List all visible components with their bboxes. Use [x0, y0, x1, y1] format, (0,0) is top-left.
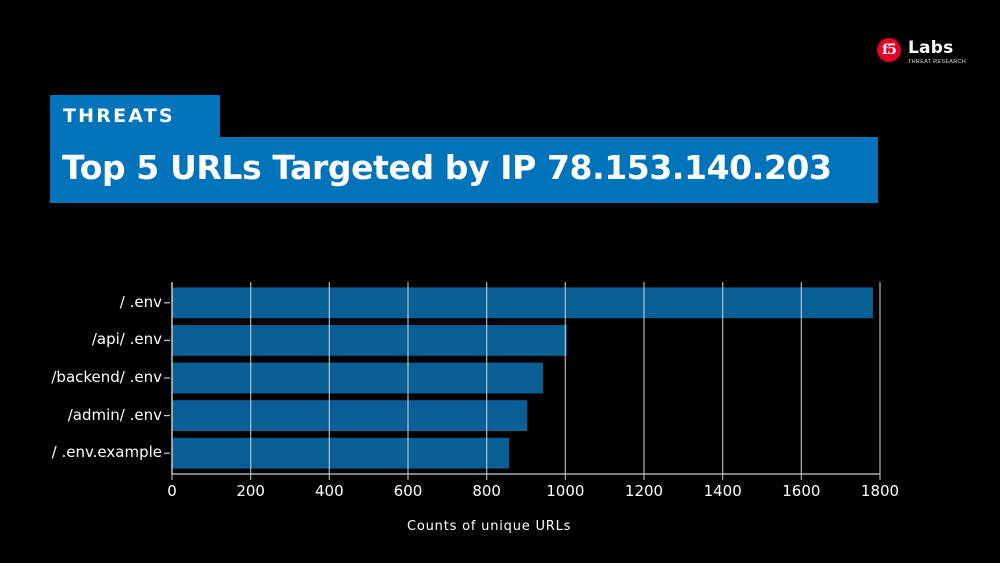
x-tick-label: 600	[393, 482, 423, 500]
logo-wordmark: Labs	[908, 38, 954, 58]
y-axis-label: / .env.example	[51, 443, 162, 462]
f5-labs-logo: f5 Labs THREAT RESEARCH	[877, 38, 966, 65]
x-tick-label: 1600	[782, 482, 821, 500]
y-axis-label: /admin/ .env	[67, 405, 162, 424]
category-tag: THREATS	[50, 95, 220, 138]
y-axis-label: /backend/ .env	[51, 368, 162, 386]
chart-title: Top 5 URLs Targeted by IP 78.153.140.203	[62, 148, 832, 187]
bar-4	[172, 437, 510, 469]
bar-2	[172, 362, 543, 394]
x-tick-label: 800	[472, 482, 501, 500]
bar-3	[172, 400, 528, 432]
x-tick-label: 1200	[624, 482, 664, 500]
x-tick-label: 400	[315, 482, 344, 500]
logo-subtitle: THREAT RESEARCH	[908, 59, 967, 65]
x-tick-label: 1000	[546, 482, 585, 500]
category-label: THREATS	[63, 105, 175, 127]
x-axis-title: Counts of unique URLs	[407, 519, 572, 534]
x-tick-label: 200	[236, 482, 265, 500]
bar-1	[172, 324, 567, 356]
y-axis-label: /api/ .env	[91, 330, 162, 349]
y-axis-label: / .env	[119, 292, 162, 311]
f5-logo-icon: f5	[877, 38, 901, 62]
x-tick-label: 1400	[703, 482, 742, 500]
x-tick-label: 0	[167, 482, 177, 500]
bar-0	[172, 287, 873, 319]
title-banner: Top 5 URLs Targeted by IP 78.153.140.203	[50, 137, 878, 203]
x-tick-label: 1800	[860, 482, 900, 500]
